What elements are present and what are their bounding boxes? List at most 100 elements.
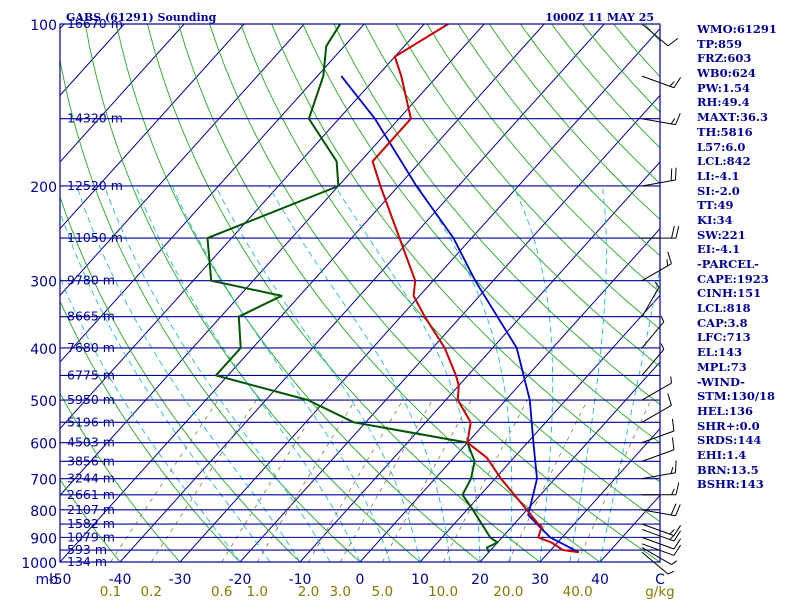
temperature-unit-label: C (655, 572, 665, 588)
moist-adiabat-line (417, 185, 513, 562)
isotherm-line (60, 24, 365, 363)
mixing-ratio-label: 0.6 (211, 584, 232, 600)
wind-barb (641, 547, 678, 565)
temperature-tick-label: -50 (49, 572, 72, 588)
wind-barb (641, 523, 682, 537)
pressure-tick-label: 800 (30, 504, 57, 520)
moist-adiabat-line (135, 185, 361, 562)
mixing-ratio-line (339, 399, 433, 562)
mixing-ratio-label: 0.2 (141, 584, 162, 600)
wind-barb (641, 543, 682, 556)
height-label: 1079 m (67, 529, 115, 544)
index-line: LCL:842 (697, 154, 751, 169)
wind-barb (641, 113, 681, 126)
index-line: WMO:61291 (697, 22, 777, 36)
chart-datetime: 1000Z 11 MAY 25 (545, 11, 654, 24)
index-line: STM:130/18 (697, 389, 776, 404)
index-line: -PARCEL- (697, 257, 759, 271)
index-line: CAP:3.8 (697, 315, 748, 330)
mixing-ratio-label: 20.0 (493, 584, 523, 600)
pressure-tick-label: 900 (30, 531, 57, 547)
index-line: SI:-2.0 (697, 183, 740, 198)
index-line: L57:6.0 (697, 139, 746, 154)
index-line: CAPE:1923 (697, 271, 769, 286)
index-line: HEL:136 (697, 403, 753, 418)
height-label: 5950 m (67, 392, 115, 407)
index-line: BRN:13.5 (697, 462, 759, 477)
index-line: BSHR:143 (697, 477, 764, 492)
height-label: 3244 m (67, 471, 115, 486)
temperature-tick-label: 30 (531, 572, 549, 588)
moist-adiabat-line (60, 210, 271, 562)
isotherm-line (60, 24, 485, 497)
index-line: FRZ:603 (697, 51, 752, 66)
isotherm-line (60, 24, 305, 297)
index-line: TT:49 (697, 198, 734, 213)
pressure-tick-label: 100 (30, 18, 57, 34)
moist-adiabat-line (215, 185, 421, 562)
chart-frame (59, 23, 661, 563)
temperature-tick-label: -40 (109, 572, 132, 588)
index-line: -WIND- (697, 374, 745, 389)
wind-barb (641, 437, 675, 462)
height-label: 12520 m (67, 178, 123, 193)
isotherm-line (60, 24, 545, 562)
temperature-tick-label: 0 (356, 572, 365, 588)
mixing-ratio-label: 5.0 (372, 584, 393, 600)
height-label: 2107 m (67, 502, 115, 517)
mixing-ratio-label: 3.0 (330, 584, 351, 600)
height-label: 16670 m (67, 16, 123, 31)
mixing-ratio-label: 1.0 (246, 584, 267, 600)
pressure-tick-label: 1000 (21, 556, 57, 572)
temperature-tick-label: 20 (471, 572, 489, 588)
height-label: 134 m (67, 554, 107, 569)
height-label: 5196 m (67, 414, 115, 429)
index-line: MAXT:36.3 (697, 110, 768, 125)
index-line: WB0:624 (697, 66, 756, 81)
mixing-ratio-label: 0.1 (100, 584, 121, 600)
wind-barbs (641, 23, 682, 575)
dry-adiabat-line (60, 195, 301, 562)
background-grid (0, 24, 660, 562)
isotherm-line (119, 24, 605, 562)
height-label: 2661 m (67, 487, 115, 502)
height-label: 11050 m (67, 230, 123, 245)
height-label: 8665 m (67, 309, 115, 324)
isotherm-line (539, 427, 660, 562)
sounding-profiles (206, 24, 580, 554)
wind-barb (641, 393, 672, 423)
wind-barb (641, 251, 672, 282)
index-line: RH:49.4 (697, 95, 750, 110)
temperature-tick-label: -10 (289, 572, 312, 588)
temperature-trace (371, 24, 579, 554)
index-line: EHI:1.4 (697, 447, 747, 462)
index-line: TP:859 (697, 36, 743, 51)
wind-barb (641, 167, 677, 187)
height-label: 7680 m (67, 340, 115, 355)
height-label: 6775 m (67, 367, 115, 382)
temperature-tick-label: -20 (229, 572, 252, 588)
pressure-tick-label: 600 (30, 437, 57, 453)
wind-barb (641, 536, 682, 550)
moist-adiabat-line (599, 264, 660, 562)
isotherm-line (479, 361, 660, 562)
pressure-tick-label: 400 (30, 342, 57, 358)
index-line: MPL:73 (697, 359, 747, 374)
isotherm-line (0, 24, 4, 562)
wind-barb (641, 418, 675, 444)
index-line: SW:221 (697, 227, 746, 242)
height-label: 1582 m (67, 516, 115, 531)
mixing-ratio-label: 10.0 (428, 584, 458, 600)
index-line: SHR+:0.0 (697, 418, 760, 433)
index-line: TH:5816 (697, 124, 753, 139)
mixing-ratio-line (256, 399, 356, 562)
wind-barb (642, 482, 680, 496)
pressure-tick-label: 200 (30, 180, 57, 196)
wind-barb (641, 503, 681, 517)
pressure-unit-label: mb (35, 572, 58, 588)
index-line: SRDS:144 (697, 433, 762, 448)
index-line: LCL:818 (697, 301, 751, 316)
index-line: PW:1.54 (697, 80, 751, 95)
pressure-tick-label: 300 (30, 275, 57, 291)
